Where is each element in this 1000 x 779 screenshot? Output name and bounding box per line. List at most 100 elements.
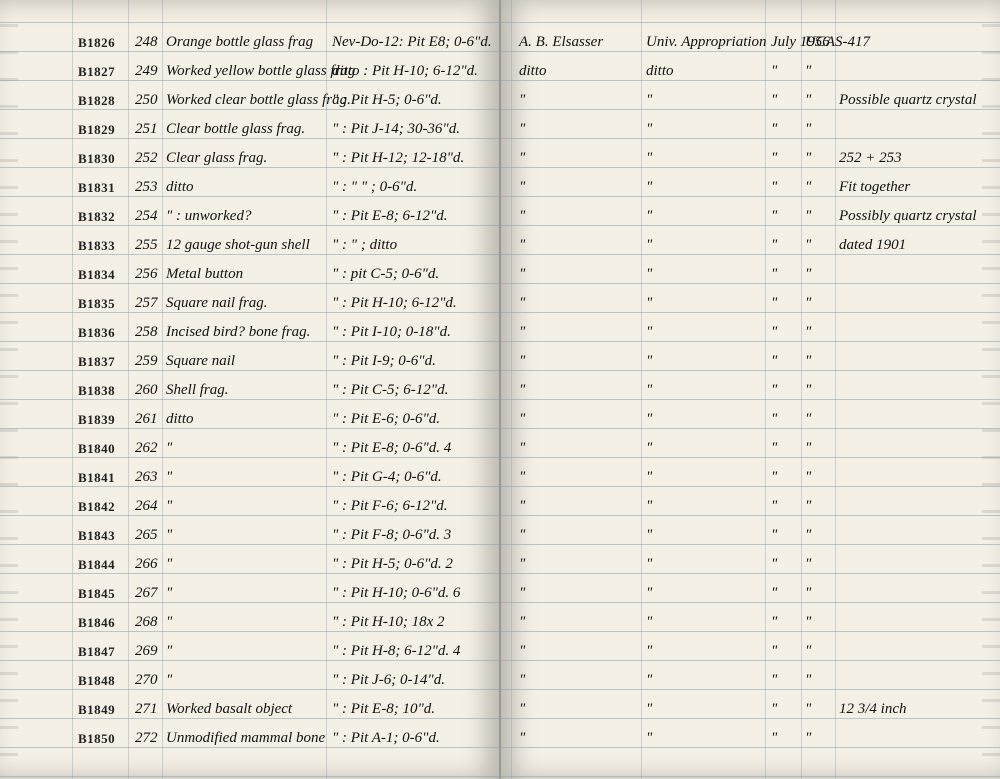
fund: " <box>646 353 652 370</box>
catalog-id: B1829 <box>78 122 115 138</box>
fund: " <box>646 643 652 660</box>
catalog-id: B1850 <box>78 731 115 747</box>
ledger-row: B1829251Clear bottle glass frag." : Pit … <box>0 115 499 144</box>
location: " : Pit E-8; 0-6"d. 4 <box>332 440 451 457</box>
collection: " <box>805 353 811 370</box>
fund: " <box>646 498 652 515</box>
date: " <box>771 382 777 399</box>
location: " : Pit H-12; 12-18"d. <box>332 150 464 167</box>
collector: " <box>519 179 525 196</box>
item-number: 249 <box>135 63 158 80</box>
collection: " <box>805 585 811 602</box>
item-number: 259 <box>135 353 158 370</box>
item-number: 258 <box>135 324 158 341</box>
date: " <box>771 672 777 689</box>
ledger-row: """" <box>501 608 1000 637</box>
description: " <box>166 585 172 602</box>
collection: " <box>805 92 811 109</box>
ledger-row: A. B. ElsasserUniv. AppropriationJuly 19… <box>501 28 1000 57</box>
collection: " <box>805 295 811 312</box>
catalog-id: B1836 <box>78 325 115 341</box>
collection: " <box>805 730 811 747</box>
catalog-id: B1838 <box>78 383 115 399</box>
catalog-id: B1837 <box>78 354 115 370</box>
fund: " <box>646 324 652 341</box>
catalog-id: B1826 <box>78 35 115 51</box>
date: " <box>771 353 777 370</box>
item-number: 250 <box>135 92 158 109</box>
date: " <box>771 237 777 254</box>
collector: A. B. Elsasser <box>519 34 603 51</box>
description: Worked basalt object <box>166 701 292 718</box>
collector: " <box>519 382 525 399</box>
item-number: 266 <box>135 556 158 573</box>
collector: " <box>519 295 525 312</box>
ledger-row: """" <box>501 260 1000 289</box>
fund: " <box>646 527 652 544</box>
left-page: B1826248Orange bottle glass fragNev-Do-1… <box>0 0 501 779</box>
description: " : unworked? <box>166 208 251 225</box>
description: Worked yellow bottle glass frag <box>166 63 355 80</box>
date: " <box>771 411 777 428</box>
description: " <box>166 440 172 457</box>
fund: " <box>646 295 652 312</box>
item-number: 270 <box>135 672 158 689</box>
ledger-row: """" <box>501 550 1000 579</box>
collector: " <box>519 701 525 718</box>
ledger-row: B1850272Unmodified mammal bone" : Pit A-… <box>0 724 499 753</box>
ledger-row: """" <box>501 347 1000 376</box>
date: " <box>771 730 777 747</box>
collection: " <box>805 469 811 486</box>
ledger-book: B1826248Orange bottle glass fragNev-Do-1… <box>0 0 1000 779</box>
item-number: 262 <box>135 440 158 457</box>
collector: " <box>519 585 525 602</box>
collector: " <box>519 440 525 457</box>
ledger-row: """" <box>501 318 1000 347</box>
location: " : Pit E-8; 6-12"d. <box>332 208 448 225</box>
catalog-id: B1834 <box>78 267 115 283</box>
ledger-row: """" <box>501 579 1000 608</box>
collection: " <box>805 614 811 631</box>
ledger-row: B1834256Metal button" : pit C-5; 0-6"d. <box>0 260 499 289</box>
right-page: A. B. ElsasserUniv. AppropriationJuly 19… <box>501 0 1000 779</box>
description: Incised bird? bone frag. <box>166 324 310 341</box>
collection: " <box>805 150 811 167</box>
ledger-row: B1836258Incised bird? bone frag." : Pit … <box>0 318 499 347</box>
ledger-row: """" <box>501 463 1000 492</box>
location: " : Pit C-5; 6-12"d. <box>332 382 448 399</box>
collector: " <box>519 556 525 573</box>
location: " : Pit E-8; 10"d. <box>332 701 435 718</box>
ledger-row: """" <box>501 724 1000 753</box>
catalog-id: B1845 <box>78 586 115 602</box>
collector: " <box>519 730 525 747</box>
collection: " <box>805 498 811 515</box>
collector: " <box>519 208 525 225</box>
ledger-row: """" <box>501 521 1000 550</box>
item-number: 265 <box>135 527 158 544</box>
ledger-row: B1849271Worked basalt object" : Pit E-8;… <box>0 695 499 724</box>
fund: " <box>646 585 652 602</box>
description: ditto <box>166 411 194 428</box>
ledger-row: B1838260Shell frag." : Pit C-5; 6-12"d. <box>0 376 499 405</box>
ledger-row: B1845267"" : Pit H-10; 0-6"d. 6 <box>0 579 499 608</box>
ledger-row: B1844266"" : Pit H-5; 0-6"d. 2 <box>0 550 499 579</box>
ledger-row: B1847269"" : Pit H-8; 6-12"d. 4 <box>0 637 499 666</box>
fund: " <box>646 614 652 631</box>
ledger-row: """"12 3/4 inch <box>501 695 1000 724</box>
collection: " <box>805 266 811 283</box>
location: " : Pit H-10; 0-6"d. 6 <box>332 585 460 602</box>
location: ditto : Pit H-10; 6-12"d. <box>332 63 478 80</box>
catalog-id: B1847 <box>78 644 115 660</box>
collection: UCAS-417 <box>805 34 870 51</box>
fund: " <box>646 469 652 486</box>
collection: " <box>805 324 811 341</box>
date: " <box>771 469 777 486</box>
fund: " <box>646 556 652 573</box>
date: " <box>771 324 777 341</box>
collector: " <box>519 121 525 138</box>
ledger-row: B1837259Square nail" : Pit I-9; 0-6"d. <box>0 347 499 376</box>
location: " : Pit F-6; 6-12"d. <box>332 498 448 515</box>
location: " : Pit H-5; 0-6"d. <box>332 92 442 109</box>
ledger-row: B1846268"" : Pit H-10; 18x 2 <box>0 608 499 637</box>
catalog-id: B1846 <box>78 615 115 631</box>
